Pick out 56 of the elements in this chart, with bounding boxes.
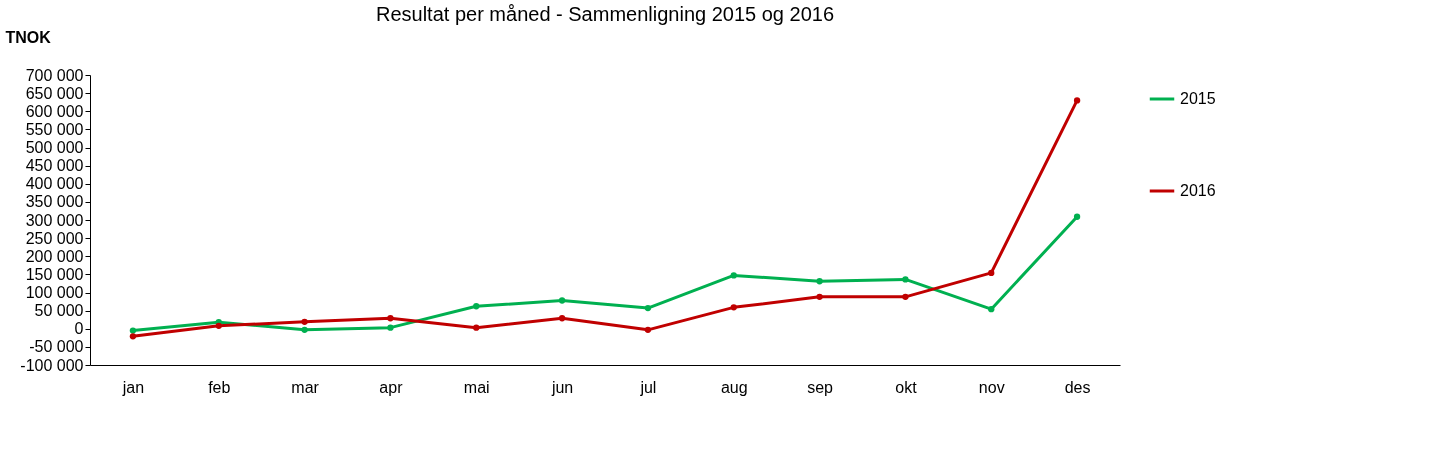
y-tick-label: 300 000 (25, 211, 84, 229)
x-tick-label: apr (379, 378, 404, 396)
point (816, 293, 823, 301)
point (644, 304, 652, 312)
point (301, 318, 308, 326)
point (988, 306, 995, 313)
y-tick-label: 0 (74, 320, 84, 338)
x-tick-label: nov (978, 378, 1005, 396)
point (644, 326, 652, 333)
y-tick-label: 600 000 (25, 102, 84, 120)
point (387, 315, 394, 322)
y-tick-label: 200 000 (25, 247, 84, 265)
point (558, 315, 566, 322)
x-tick-label: jan (121, 378, 145, 396)
point (129, 327, 137, 334)
point (988, 269, 995, 277)
legend-label: 2016 (1180, 182, 1216, 199)
point (387, 324, 394, 331)
point (730, 304, 737, 311)
y-tick-label: 50 000 (34, 302, 84, 320)
y-tick-label: -100 000 (20, 356, 84, 374)
y-tick-label: 550 000 (25, 120, 84, 138)
point (473, 303, 480, 310)
x-tick-label: mar (291, 378, 320, 396)
y-tick-label: 250 000 (25, 229, 84, 247)
x-tick-label: feb (208, 378, 231, 396)
chart-title: Resultat per måned - Sammenligning 2015 og 2016 (375, 3, 835, 25)
y-tick-label: 350 000 (25, 193, 84, 211)
y-tick-label: -50 000 (29, 338, 84, 356)
y-tick-label: 700 000 (25, 66, 84, 84)
y-tick-label: 450 000 (25, 157, 84, 175)
y-tick-label: 100 000 (25, 284, 84, 301)
y-tick-label: 650 000 (25, 84, 84, 102)
x-tick-label: sep (807, 378, 834, 396)
x-tick-label: jul (639, 378, 657, 396)
point (1073, 213, 1081, 220)
x-tick-label: jun (550, 378, 574, 396)
point (215, 322, 222, 330)
point (902, 276, 909, 283)
legend-label: 2015 (1180, 90, 1216, 107)
x-tick-label: des (1064, 378, 1091, 396)
y-axis-title: TNOK (5, 28, 52, 46)
y-tick-label: 400 000 (25, 175, 84, 193)
x-tick-label: aug (720, 378, 748, 396)
point (301, 326, 308, 333)
point (730, 272, 737, 279)
y-tick-label: 150 000 (25, 265, 84, 283)
x-tick-label: okt (895, 378, 918, 396)
point (902, 293, 909, 301)
y-tick-label: 500 000 (25, 139, 84, 156)
point (558, 297, 566, 304)
point (1073, 97, 1081, 104)
point (129, 333, 137, 340)
x-tick-label: mai (463, 378, 490, 396)
point (816, 278, 823, 285)
point (473, 324, 480, 331)
